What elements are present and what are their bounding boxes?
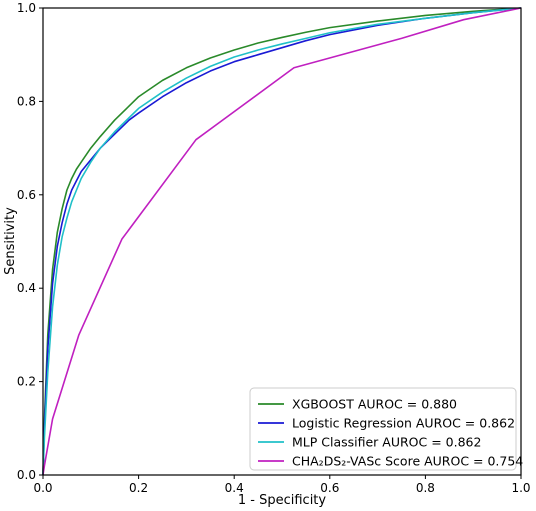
x-tick-label: 0.8 [416,481,435,495]
x-axis-label: 1 - Specificity [238,493,327,508]
x-tick-label: 0.4 [225,481,244,495]
legend-label: MLP Classifier AUROC = 0.862 [292,435,481,450]
x-tick-label: 0.0 [33,481,52,495]
series-layer [42,7,522,476]
y-tick-label: 0.6 [17,188,36,202]
y-tick-label: 0.0 [17,468,36,482]
y-tick-label: 0.4 [17,281,36,295]
series-line-4 [42,7,522,476]
series-line-2 [42,7,522,476]
legend-label: Logistic Regression AUROC = 0.862 [292,416,515,431]
legend-label: XGBOOST AUROC = 0.880 [292,397,457,412]
y-tick-label: 1.0 [17,1,36,15]
tick-layer: 0.0 0.2 0.4 0.6 0.8 1.0 0.0 0.2 0.4 0.6 0.8 1.0 [17,1,531,495]
y-tick-label: 0.2 [17,375,36,389]
x-tick-label: 0.6 [320,481,339,495]
plot-frame [42,7,522,476]
series-line-1 [42,7,522,476]
legend: XGBOOST AUROC = 0.880 Logistic Regression… [249,387,523,471]
y-axis-label: Sensitivity [3,207,18,275]
legend-label: CHA₂DS₂-VASc Score AUROC = 0.754 [292,454,523,469]
y-tick-label: 0.8 [17,94,36,108]
x-tick-label: 1.0 [511,481,530,495]
legend-box [249,387,517,471]
series-line-3 [42,7,522,476]
x-tick-label: 0.2 [129,481,148,495]
